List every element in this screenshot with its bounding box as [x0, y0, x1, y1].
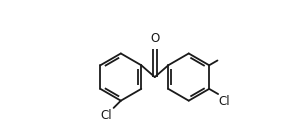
- Text: O: O: [150, 32, 159, 45]
- Text: Cl: Cl: [219, 95, 230, 108]
- Text: Cl: Cl: [101, 109, 112, 122]
